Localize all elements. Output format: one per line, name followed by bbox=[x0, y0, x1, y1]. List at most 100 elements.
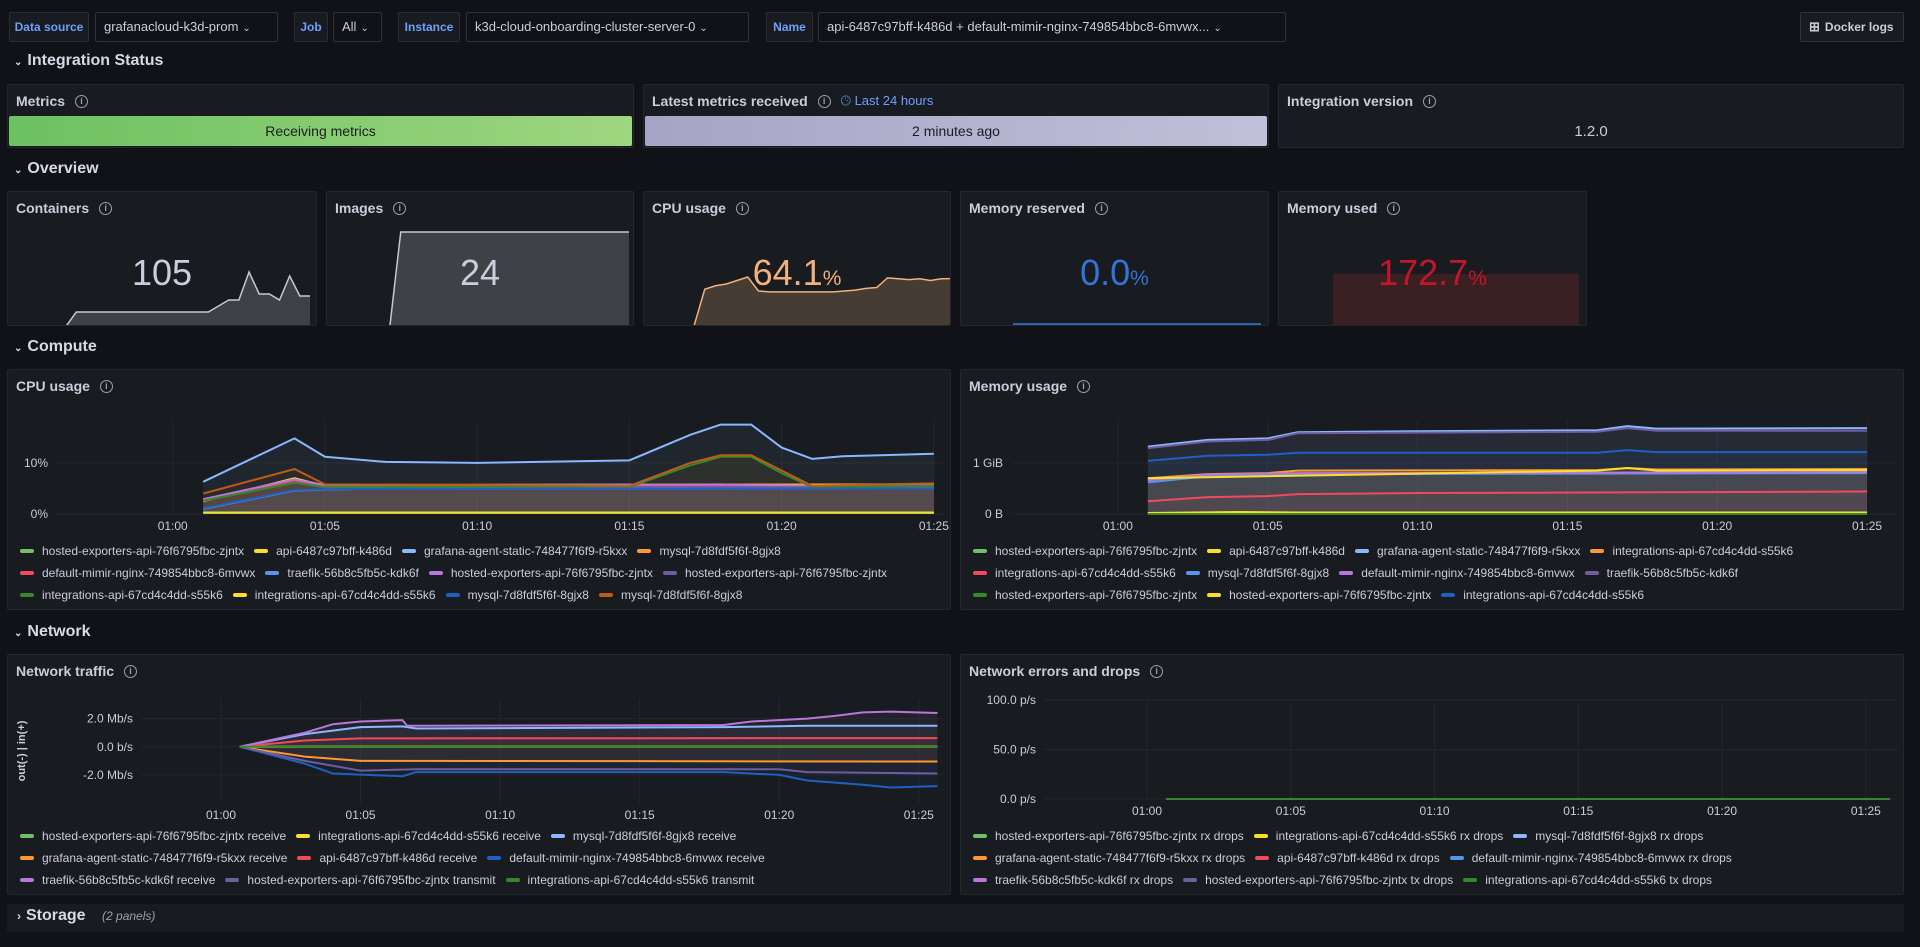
legend-item[interactable]: integrations-api-67cd4c4dd-s55k6 bbox=[973, 562, 1176, 584]
datasource-select[interactable]: grafanacloud-k3d-prom ⌄ bbox=[95, 12, 278, 42]
legend-item[interactable]: grafana-agent-static-748477f6f9-r5kxx bbox=[1354, 540, 1580, 562]
legend-label: hosted-exporters-api-76f6795fbc-zjntx bbox=[684, 566, 888, 580]
legend-item[interactable]: default-mimir-nginx-749854bbc8-6mvwx bbox=[20, 562, 255, 584]
metrics-status-value: Receiving metrics bbox=[265, 123, 376, 139]
legend-item[interactable]: grafana-agent-static-748477f6f9-r5kxx bbox=[401, 540, 627, 562]
x-tick-label: 01:15 bbox=[614, 519, 644, 533]
legend-item[interactable]: api-6487c97bff-k486d receive bbox=[297, 847, 477, 869]
job-label: Job bbox=[294, 12, 328, 42]
series-line bbox=[1147, 510, 1868, 514]
legend-item[interactable]: traefik-56b8c5fb5c-kdk6f receive bbox=[20, 869, 215, 891]
row-integration-status[interactable]: ⌄ Integration Status bbox=[14, 50, 163, 72]
panel-title: Images bbox=[335, 200, 384, 216]
sparkline-line bbox=[65, 270, 310, 325]
info-icon[interactable]: i bbox=[1387, 201, 1401, 215]
info-icon[interactable]: i bbox=[817, 94, 831, 108]
legend-item[interactable]: hosted-exporters-api-76f6795fbc-zjntx tx… bbox=[1183, 869, 1453, 891]
job-select[interactable]: All ⌄ bbox=[333, 12, 382, 42]
legend-item[interactable]: integrations-api-67cd4c4dd-s55k6 bbox=[1441, 584, 1644, 606]
stat-number: 105 bbox=[131, 252, 193, 293]
row-storage[interactable]: › Storage (2 panels) bbox=[7, 904, 1904, 932]
legend-label: mysql-7d8fdf5f6f-8gjx8 bbox=[620, 588, 743, 602]
legend-item[interactable]: mysql-7d8fdf5f6f-8gjx8 bbox=[637, 540, 781, 562]
info-icon[interactable]: i bbox=[393, 201, 407, 215]
series-line bbox=[202, 423, 934, 483]
legend-item[interactable]: integrations-api-67cd4c4dd-s55k6 transmi… bbox=[505, 869, 754, 891]
legend-label: api-6487c97bff-k486d rx drops bbox=[1277, 851, 1440, 865]
legend-item[interactable]: api-6487c97bff-k486d bbox=[1207, 540, 1345, 562]
info-icon[interactable]: i bbox=[99, 379, 113, 393]
legend-item[interactable]: traefik-56b8c5fb5c-kdk6f bbox=[1584, 562, 1738, 584]
legend-item[interactable]: traefik-56b8c5fb5c-kdk6f rx drops bbox=[973, 869, 1173, 891]
sparkline-area bbox=[694, 277, 950, 325]
info-icon[interactable]: i bbox=[735, 201, 749, 215]
panel-title: Memory reserved bbox=[969, 200, 1085, 216]
legend-item[interactable]: hosted-exporters-api-76f6795fbc-zjntx re… bbox=[20, 825, 286, 847]
section-title: Network bbox=[27, 623, 91, 640]
series-area bbox=[239, 738, 938, 747]
stat-value: 64.1% bbox=[644, 252, 950, 294]
row-compute[interactable]: ⌄ Compute bbox=[14, 336, 97, 358]
legend-item[interactable]: integrations-api-67cd4c4dd-s55k6 bbox=[1590, 540, 1793, 562]
legend-color-marker bbox=[1183, 878, 1198, 882]
legend-item[interactable]: mysql-7d8fdf5f6f-8gjx8 bbox=[598, 584, 743, 606]
legend-item[interactable]: mysql-7d8fdf5f6f-8gjx8 bbox=[1185, 562, 1329, 584]
images-stat-panel: Images i 24 bbox=[326, 191, 634, 326]
legend-item[interactable]: grafana-agent-static-748477f6f9-r5kxx rx… bbox=[973, 847, 1245, 869]
legend-item[interactable]: mysql-7d8fdf5f6f-8gjx8 receive bbox=[550, 825, 736, 847]
info-icon[interactable]: i bbox=[99, 201, 113, 215]
row-network[interactable]: ⌄ Network bbox=[14, 621, 91, 643]
legend-item[interactable]: grafana-agent-static-748477f6f9-r5kxx re… bbox=[20, 847, 287, 869]
legend-item[interactable]: api-6487c97bff-k486d bbox=[254, 540, 392, 562]
sparkline-line bbox=[693, 276, 950, 325]
legend-item[interactable]: hosted-exporters-api-76f6795fbc-zjntx bbox=[1207, 584, 1431, 606]
legend-item[interactable]: default-mimir-nginx-749854bbc8-6mvwx rx … bbox=[1449, 847, 1732, 869]
y-tick-label: 1 GiB bbox=[973, 456, 1003, 470]
legend-item[interactable]: hosted-exporters-api-76f6795fbc-zjntx bbox=[20, 540, 244, 562]
info-icon[interactable]: i bbox=[1077, 379, 1091, 393]
legend-color-marker bbox=[973, 571, 987, 575]
legend-label: api-6487c97bff-k486d bbox=[1229, 544, 1345, 558]
name-select[interactable]: api-6487c97bff-k486d + default-mimir-ngi… bbox=[818, 12, 1286, 42]
series-line bbox=[239, 745, 938, 789]
legend-item[interactable]: default-mimir-nginx-749854bbc8-6mvwx rec… bbox=[487, 847, 765, 869]
legend-label: default-mimir-nginx-749854bbc8-6mvwx bbox=[1361, 566, 1575, 580]
legend-item[interactable]: hosted-exporters-api-76f6795fbc-zjntx bbox=[973, 584, 1197, 606]
legend-color-marker bbox=[1339, 571, 1354, 575]
docker-logs-button[interactable]: ⊞ Docker logs bbox=[1800, 12, 1904, 42]
legend-item[interactable]: hosted-exporters-api-76f6795fbc-zjntx rx… bbox=[973, 825, 1244, 847]
legend-item[interactable]: integrations-api-67cd4c4dd-s55k6 receive bbox=[296, 825, 541, 847]
legend-item[interactable]: traefik-56b8c5fb5c-kdk6f bbox=[265, 562, 419, 584]
series-line bbox=[1147, 449, 1868, 462]
legend-item[interactable]: api-6487c97bff-k486d rx drops bbox=[1255, 847, 1440, 869]
legend-item[interactable]: hosted-exporters-api-76f6795fbc-zjntx bbox=[973, 540, 1197, 562]
x-tick-label: 01:00 bbox=[1132, 804, 1162, 818]
row-overview[interactable]: ⌄ Overview bbox=[14, 158, 99, 180]
info-icon[interactable]: i bbox=[1423, 94, 1437, 108]
legend-item[interactable]: hosted-exporters-api-76f6795fbc-zjntx bbox=[428, 562, 653, 584]
name-value: api-6487c97bff-k486d + default-mimir-ngi… bbox=[827, 19, 1210, 34]
legend-item[interactable]: hosted-exporters-api-76f6795fbc-zjntx bbox=[662, 562, 888, 584]
stat-value: 24 bbox=[327, 252, 633, 294]
legend-item[interactable]: mysql-7d8fdf5f6f-8gjx8 bbox=[445, 584, 589, 606]
legend-color-marker bbox=[973, 856, 987, 860]
legend-color-marker bbox=[265, 571, 280, 575]
legend-item[interactable]: integrations-api-67cd4c4dd-s55k6 tx drop… bbox=[1463, 869, 1712, 891]
legend-item[interactable]: integrations-api-67cd4c4dd-s55k6 bbox=[232, 584, 436, 606]
chart-legend: hosted-exporters-api-76f6795fbc-zjntx rx… bbox=[973, 825, 1895, 891]
legend-item[interactable]: default-mimir-nginx-749854bbc8-6mvwx bbox=[1339, 562, 1575, 584]
legend-item[interactable]: integrations-api-67cd4c4dd-s55k6 bbox=[20, 584, 223, 606]
info-icon[interactable]: i bbox=[124, 664, 138, 678]
legend-label: traefik-56b8c5fb5c-kdk6f receive bbox=[42, 873, 216, 887]
instance-select[interactable]: k3d-cloud-onboarding-cluster-server-0 ⌄ bbox=[466, 12, 749, 42]
legend-item[interactable]: integrations-api-67cd4c4dd-s55k6 rx drop… bbox=[1253, 825, 1503, 847]
chevron-down-icon: ⌄ bbox=[14, 343, 23, 354]
info-icon[interactable]: i bbox=[1094, 201, 1108, 215]
legend-color-marker bbox=[598, 593, 613, 597]
info-icon[interactable]: i bbox=[75, 94, 89, 108]
info-icon[interactable]: i bbox=[1150, 664, 1164, 678]
legend-item[interactable]: mysql-7d8fdf5f6f-8gjx8 rx drops bbox=[1513, 825, 1703, 847]
series-line bbox=[202, 455, 934, 502]
chevron-down-icon: ⌄ bbox=[14, 165, 23, 176]
legend-item[interactable]: hosted-exporters-api-76f6795fbc-zjntx tr… bbox=[225, 869, 496, 891]
